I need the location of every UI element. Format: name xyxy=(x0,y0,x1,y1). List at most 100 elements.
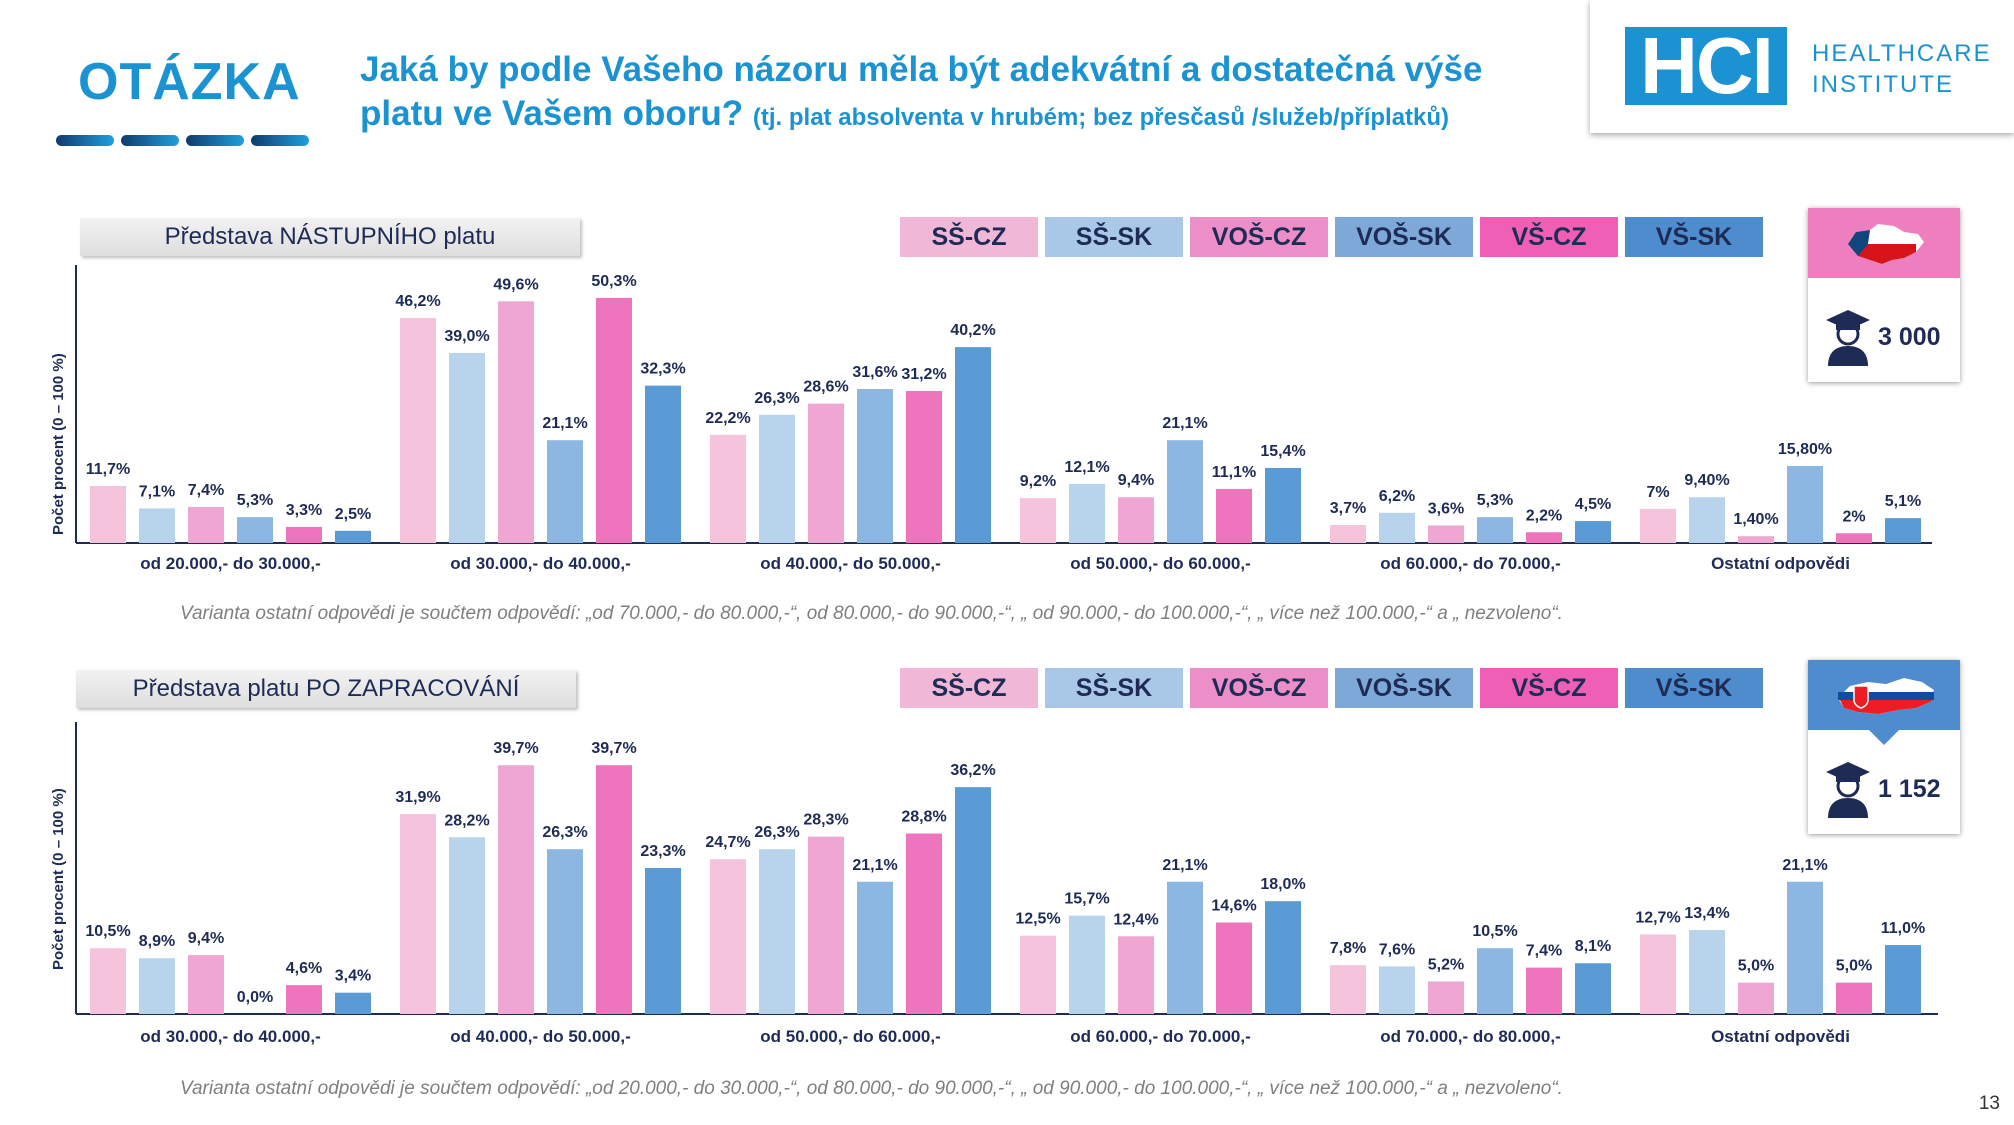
data-label: 31,2% xyxy=(901,366,946,383)
bar xyxy=(1885,518,1921,543)
category-label: od 30.000,- do 40.000,- xyxy=(450,554,630,573)
bar xyxy=(1167,881,1203,1014)
data-label: 4,6% xyxy=(286,960,322,977)
bar xyxy=(710,434,746,543)
bar xyxy=(1575,963,1611,1014)
bar xyxy=(1738,982,1774,1014)
data-label: 9,4% xyxy=(1118,472,1154,489)
data-label: 5,2% xyxy=(1428,956,1464,973)
legend-vs-sk: VŠ-SK xyxy=(1625,217,1763,257)
section-label-starting-salary: Představa NÁSTUPNÍHO platu xyxy=(80,218,580,256)
graduate-icon xyxy=(1824,308,1872,368)
data-label: 39,7% xyxy=(493,740,538,757)
data-label: 21,1% xyxy=(852,857,897,874)
data-label: 23,3% xyxy=(640,843,685,860)
bar xyxy=(449,352,485,543)
data-label: 40,2% xyxy=(950,322,995,339)
bar xyxy=(1118,497,1154,543)
legend-vos-cz: VOŠ-CZ xyxy=(1190,668,1328,708)
bar xyxy=(1069,915,1105,1014)
category-label: od 40.000,- do 50.000,- xyxy=(760,554,940,573)
category-label: od 50.000,- do 60.000,- xyxy=(760,1027,940,1046)
data-label: 31,6% xyxy=(852,364,897,381)
legend-ss-sk: SŠ-SK xyxy=(1045,217,1183,257)
bar xyxy=(1787,881,1823,1014)
bar xyxy=(596,297,632,543)
data-label: 3,4% xyxy=(335,968,371,985)
data-label: 10,5% xyxy=(85,923,130,940)
bar xyxy=(1640,508,1676,543)
data-label: 21,1% xyxy=(1162,857,1207,874)
bar xyxy=(1526,532,1562,543)
legend-vos-sk: VOŠ-SK xyxy=(1335,217,1473,257)
bar xyxy=(596,765,632,1014)
data-label: 3,7% xyxy=(1330,500,1366,517)
data-label: 0,0% xyxy=(237,989,273,1006)
data-label: 21,1% xyxy=(542,415,587,432)
bar xyxy=(139,508,175,543)
slovak-map-icon xyxy=(1808,660,1960,730)
bar xyxy=(906,833,942,1014)
bar xyxy=(286,526,322,543)
bar xyxy=(400,317,436,543)
data-label: 13,4% xyxy=(1684,905,1729,922)
data-label: 9,4% xyxy=(188,930,224,947)
data-label: 28,3% xyxy=(803,812,848,829)
bar xyxy=(188,955,224,1014)
graduate-icon xyxy=(1824,760,1872,820)
flag-notch xyxy=(1868,729,1900,745)
logo-text: HEALTHCARE INSTITUTE xyxy=(1812,38,1992,100)
data-label: 11,0% xyxy=(1881,920,1925,937)
bar xyxy=(139,958,175,1014)
bar xyxy=(1020,498,1056,543)
respondents-count: 1 152 xyxy=(1878,775,1941,803)
bar xyxy=(1020,935,1056,1014)
data-label: 2,5% xyxy=(335,506,371,523)
bar xyxy=(449,837,485,1014)
data-label: 46,2% xyxy=(395,293,440,310)
respondents-card-cz: 3 000 xyxy=(1808,208,1960,382)
bar xyxy=(1836,533,1872,543)
category-label: Ostatní odpovědi xyxy=(1711,1027,1850,1046)
category-label: od 70.000,- do 80.000,- xyxy=(1380,1027,1560,1046)
data-label: 15,80% xyxy=(1778,441,1832,458)
data-label: 5,3% xyxy=(1477,492,1513,509)
bar xyxy=(498,301,534,543)
bar xyxy=(645,385,681,543)
bar xyxy=(1787,466,1823,543)
data-label: 12,1% xyxy=(1064,459,1109,476)
bar xyxy=(1738,536,1774,543)
data-label: 32,3% xyxy=(640,361,685,378)
bar xyxy=(237,517,273,543)
data-label: 28,8% xyxy=(901,809,946,826)
data-label: 1,40% xyxy=(1733,511,1778,528)
data-label: 28,6% xyxy=(803,379,848,396)
bar xyxy=(1330,965,1366,1014)
data-label: 24,7% xyxy=(705,834,750,851)
data-label: 26,3% xyxy=(542,824,587,841)
category-label: od 60.000,- do 70.000,- xyxy=(1070,1027,1250,1046)
data-label: 31,9% xyxy=(395,789,440,806)
data-label: 26,3% xyxy=(754,390,799,407)
data-label: 5,1% xyxy=(1885,493,1921,510)
bar xyxy=(857,881,893,1014)
bar xyxy=(1379,512,1415,543)
bar xyxy=(1477,948,1513,1014)
data-label: 18,0% xyxy=(1260,876,1305,893)
bar xyxy=(857,389,893,543)
bar xyxy=(1885,945,1921,1014)
data-label: 3,6% xyxy=(1428,500,1464,517)
data-label: 6,2% xyxy=(1379,488,1415,505)
bar xyxy=(1428,525,1464,543)
bar xyxy=(335,530,371,543)
data-label: 10,5% xyxy=(1472,923,1517,940)
bar xyxy=(645,867,681,1014)
data-label: 3,3% xyxy=(286,502,322,519)
bar xyxy=(1689,930,1725,1014)
data-label: 14,6% xyxy=(1211,898,1256,915)
bar xyxy=(1428,981,1464,1014)
data-label: 26,3% xyxy=(754,824,799,841)
respondents-count: 3 000 xyxy=(1878,323,1941,351)
bar xyxy=(808,836,844,1014)
